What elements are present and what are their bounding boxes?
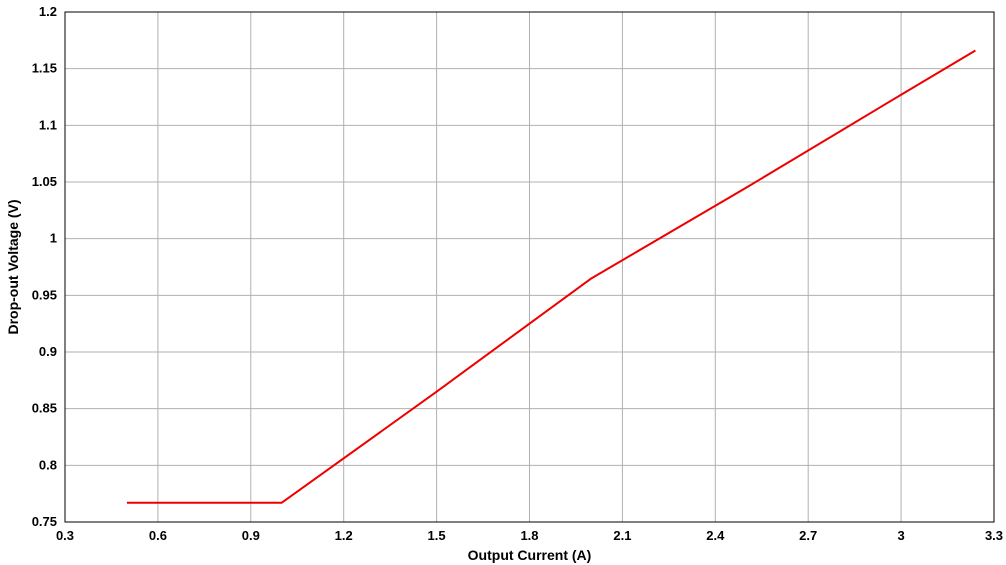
line-chart: 0.3 0.6 0.9 1.2 1.5 1.8 2.1 2.4 2.7 3 3.3 0.75 0.8 0.… [0, 0, 1006, 565]
y-tick-label: 0.9 [39, 344, 57, 359]
x-tick-label: 1.2 [335, 528, 353, 543]
x-tick-label: 3.3 [985, 528, 1003, 543]
x-tick-label: 2.4 [706, 528, 725, 543]
x-tick-label: 1.8 [520, 528, 538, 543]
y-tick-label: 1.2 [39, 4, 57, 19]
y-tick-label: 0.75 [32, 514, 57, 529]
x-tick-label: 1.5 [428, 528, 446, 543]
y-tick-label: 0.95 [32, 287, 57, 302]
x-tick-label: 2.1 [613, 528, 631, 543]
y-tick-label: 0.85 [32, 401, 57, 416]
y-axis-label: Drop-out Voltage (V) [5, 199, 21, 334]
x-tick-label: 0.3 [56, 528, 74, 543]
x-axis-label: Output Current (A) [468, 547, 592, 563]
y-tick-label: 0.8 [39, 457, 57, 472]
chart-svg: 0.3 0.6 0.9 1.2 1.5 1.8 2.1 2.4 2.7 3 3.3 0.75 0.8 0.… [0, 0, 1006, 565]
y-tick-label: 1 [50, 231, 57, 246]
y-tick-label: 1.15 [32, 61, 57, 76]
x-tick-label: 0.9 [242, 528, 260, 543]
x-tick-label: 0.6 [149, 528, 167, 543]
y-tick-label: 1.05 [32, 174, 57, 189]
y-tick-label: 1.1 [39, 117, 57, 132]
x-tick-label: 3 [897, 528, 904, 543]
x-tick-label: 2.7 [799, 528, 817, 543]
